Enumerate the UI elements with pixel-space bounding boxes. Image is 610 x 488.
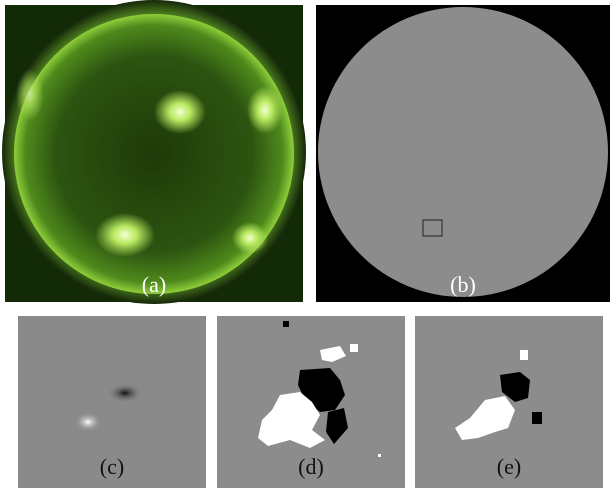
- active-region: [154, 90, 206, 134]
- panel-a: (a): [2, 0, 306, 304]
- panel-e: (e): [415, 316, 603, 488]
- negative-pixel: [283, 321, 289, 327]
- active-region: [232, 222, 268, 254]
- panel-label: (c): [100, 454, 124, 479]
- negative-polarity: [107, 383, 143, 403]
- active-region: [16, 69, 44, 121]
- positive-pixel: [378, 454, 381, 457]
- panel-label: (b): [450, 272, 476, 297]
- panel-b: (b): [316, 5, 610, 302]
- panel-label: (a): [142, 272, 166, 297]
- positive-pixel: [350, 344, 358, 352]
- panel-c: (c): [18, 316, 206, 488]
- figure: (a) (b) (c) (d) (e): [0, 0, 610, 488]
- active-region: [247, 86, 283, 134]
- positive-polarity: [74, 412, 102, 432]
- panel-label: (d): [298, 454, 324, 479]
- positive-pixel: [520, 350, 528, 360]
- active-region: [95, 213, 155, 257]
- negative-region: [532, 412, 542, 424]
- magnetogram-disk: [318, 7, 608, 297]
- panel-d: (d): [217, 316, 405, 488]
- panel-label: (e): [497, 454, 521, 479]
